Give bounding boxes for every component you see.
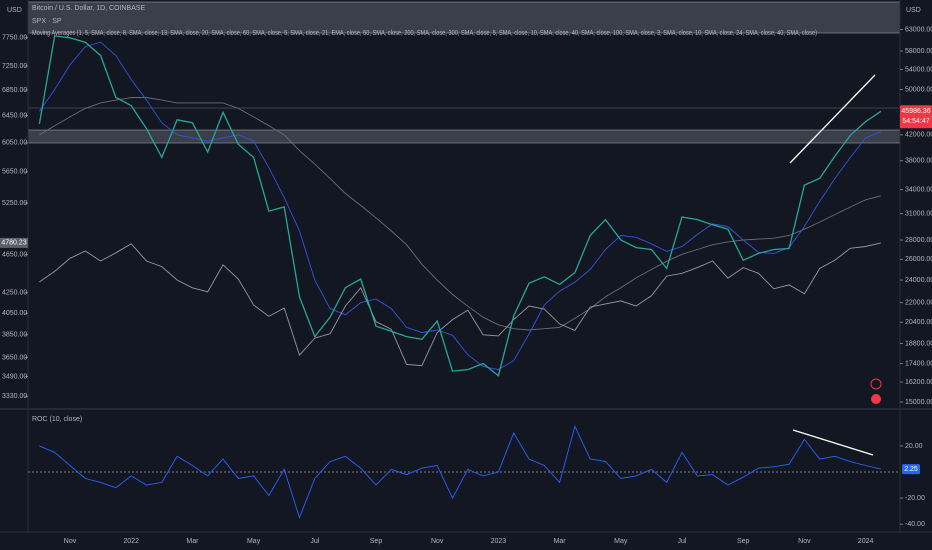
y2-tick-label: 58000.00 xyxy=(905,48,932,55)
y2-tick-label: 17400.00 xyxy=(905,360,932,367)
y2-tick-label: 42000.00 xyxy=(905,132,932,139)
y-tick-label: 4050.00 xyxy=(2,310,27,317)
y2-tick-label: 16200.00 xyxy=(905,379,932,386)
y2-tick-label: 24000.00 xyxy=(905,277,932,284)
y-tick-label: 4650.00 xyxy=(2,251,27,258)
y2-tick-label: 22000.00 xyxy=(905,299,932,306)
y-tick-label: 6050.00 xyxy=(2,140,27,147)
x-tick-label: Nov xyxy=(64,538,77,545)
y2-tick-label: 20400.00 xyxy=(905,319,932,326)
y-tick-label: 4250.00 xyxy=(2,290,27,297)
countdown-label: 54:54:47 xyxy=(902,118,929,125)
x-tick-label: Sep xyxy=(370,538,383,545)
left-axis-unit: USD xyxy=(7,7,22,14)
x-tick-label: 2024 xyxy=(858,538,874,545)
price-line xyxy=(38,35,882,377)
x-tick-label: Sep xyxy=(737,538,750,545)
y-tick-label: -20.00 xyxy=(905,495,925,502)
series-line xyxy=(39,97,882,331)
alert-icon[interactable] xyxy=(870,378,882,390)
y-tick-label: 3650.00 xyxy=(2,354,27,361)
y2-tick-label: 50000.00 xyxy=(905,86,932,93)
y-tick-label: 5650.00 xyxy=(2,169,27,176)
y-tick-label: 6850.00 xyxy=(2,87,27,94)
y-tick-label: 6450.00 xyxy=(2,113,27,120)
y-tick-label: 3330.00 xyxy=(2,393,27,400)
range-box xyxy=(27,129,901,144)
y-tick-label: 5250.00 xyxy=(2,200,27,207)
x-tick-label: 2022 xyxy=(123,538,139,545)
spx-tag-label: 4780.23 xyxy=(1,240,26,247)
indicator-legend: Moving Averages (1, 5, SMA, close, 8, SM… xyxy=(32,30,817,37)
roc-title: ROC (10, close) xyxy=(32,416,82,423)
y2-tick-label: 18800.00 xyxy=(905,340,932,347)
x-tick-label: Mar xyxy=(186,538,199,545)
roc-line xyxy=(39,424,882,520)
series-line xyxy=(39,242,882,367)
y2-tick-label: 26000.00 xyxy=(905,256,932,263)
y2-tick-label: 28000.00 xyxy=(905,237,932,244)
y2-tick-label: 54000.00 xyxy=(905,66,932,73)
y-tick-label: 20.00 xyxy=(905,443,923,450)
y2-tick-label: 63000.00 xyxy=(905,26,932,33)
event-icon[interactable] xyxy=(871,394,881,404)
y2-tick-label: 34000.00 xyxy=(905,186,932,193)
trend-line xyxy=(792,429,874,456)
right-axis-unit: USD xyxy=(906,7,921,14)
y-tick-label: 7250.00 xyxy=(2,63,27,70)
y2-tick-label: 15000.00 xyxy=(905,399,932,406)
symbol-title: Bitcoin / U.S. Dollar, 1D, COINBASE xyxy=(32,5,146,12)
y2-tick-label: 31000.00 xyxy=(905,210,932,217)
x-tick-label: Jul xyxy=(310,538,319,545)
y-tick-label: 7750.00 xyxy=(2,35,27,42)
x-tick-label: 2023 xyxy=(491,538,507,545)
y-tick-label: 3490.00 xyxy=(2,373,27,380)
range-box xyxy=(27,1,901,34)
series-line xyxy=(39,41,882,371)
x-tick-label: Mar xyxy=(554,538,567,545)
price-tag xyxy=(900,105,932,129)
spx-tag xyxy=(0,237,28,248)
y-tick-label: -40.00 xyxy=(905,521,925,528)
x-tick-label: May xyxy=(614,538,628,545)
roc-value-label: 2.25 xyxy=(904,466,918,473)
trend-line xyxy=(789,74,876,164)
x-tick-label: May xyxy=(247,538,261,545)
y2-tick-label: 38000.00 xyxy=(905,158,932,165)
compare-symbol: SPX · SP xyxy=(32,18,62,25)
x-tick-label: Nov xyxy=(431,538,444,545)
x-tick-label: Nov xyxy=(798,538,811,545)
x-tick-label: Jul xyxy=(678,538,687,545)
price-tag-label: 45986.36 xyxy=(901,108,930,115)
y-tick-label: 3850.00 xyxy=(2,332,27,339)
roc-value-tag xyxy=(902,464,920,475)
